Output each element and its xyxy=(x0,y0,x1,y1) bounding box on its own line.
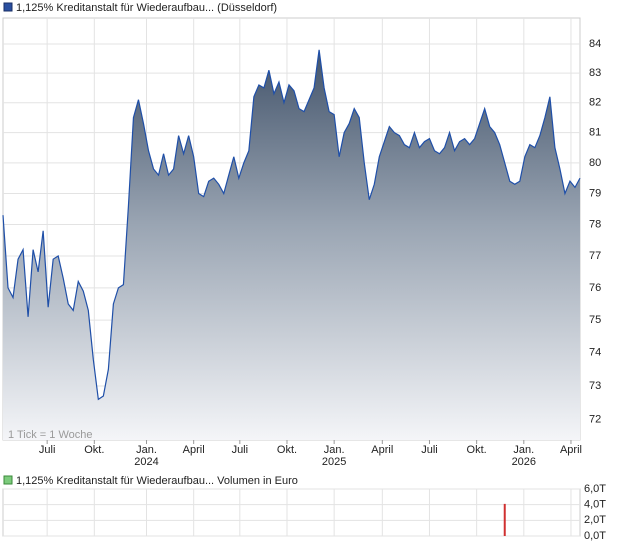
legend-swatch xyxy=(3,2,13,12)
bar xyxy=(503,503,506,536)
annotation: 1 Tick = 1 Woche xyxy=(8,429,92,441)
y-tick-label: 79 xyxy=(589,187,601,199)
legend-swatch xyxy=(3,475,13,485)
x-tick-label: Jan. xyxy=(513,444,534,456)
y-tick-label: 2,0T xyxy=(584,514,606,526)
x-tick-label: Okt. xyxy=(467,444,487,456)
x-tick-label: Juli xyxy=(39,444,56,456)
plot-area xyxy=(2,488,581,537)
y-tick-label: 81 xyxy=(589,126,601,138)
x-tick-label: Jan. xyxy=(324,444,345,456)
y-tick-label: 72 xyxy=(589,414,601,426)
y-tick-label: 74 xyxy=(589,347,601,359)
x-tick-year: 2026 xyxy=(512,456,536,468)
y-tick-label: 80 xyxy=(589,157,601,169)
y-tick-label: 84 xyxy=(589,38,601,50)
x-tick-label: Juli xyxy=(421,444,438,456)
chart-title: 1,125% Kreditanstalt für Wiederaufbau...… xyxy=(16,475,298,487)
y-tick-label: 73 xyxy=(589,380,601,392)
x-tick-label: Jan. xyxy=(136,444,157,456)
x-tick-label: April xyxy=(560,444,582,456)
y-tick-label: 83 xyxy=(589,67,601,79)
chart-title: 1,125% Kreditanstalt für Wiederaufbau...… xyxy=(16,2,277,14)
x-tick-label: April xyxy=(371,444,393,456)
x-tick-label: Okt. xyxy=(84,444,104,456)
area xyxy=(3,49,580,440)
y-tick-label: 82 xyxy=(589,97,601,109)
y-tick-label: 75 xyxy=(589,314,601,326)
x-tick-label: Okt. xyxy=(277,444,297,456)
y-tick-label: 6,0T xyxy=(584,483,606,495)
y-tick-label: 77 xyxy=(589,250,601,262)
x-tick-label: Juli xyxy=(232,444,249,456)
x-tick-label: April xyxy=(183,444,205,456)
line xyxy=(2,49,581,401)
x-tick-year: 2024 xyxy=(134,456,158,468)
y-tick-label: 76 xyxy=(589,282,601,294)
y-tick-label: 0,0T xyxy=(584,530,606,542)
x-tick-year: 2025 xyxy=(322,456,346,468)
y-tick-label: 4,0T xyxy=(584,499,606,511)
y-tick-label: 78 xyxy=(589,218,601,230)
